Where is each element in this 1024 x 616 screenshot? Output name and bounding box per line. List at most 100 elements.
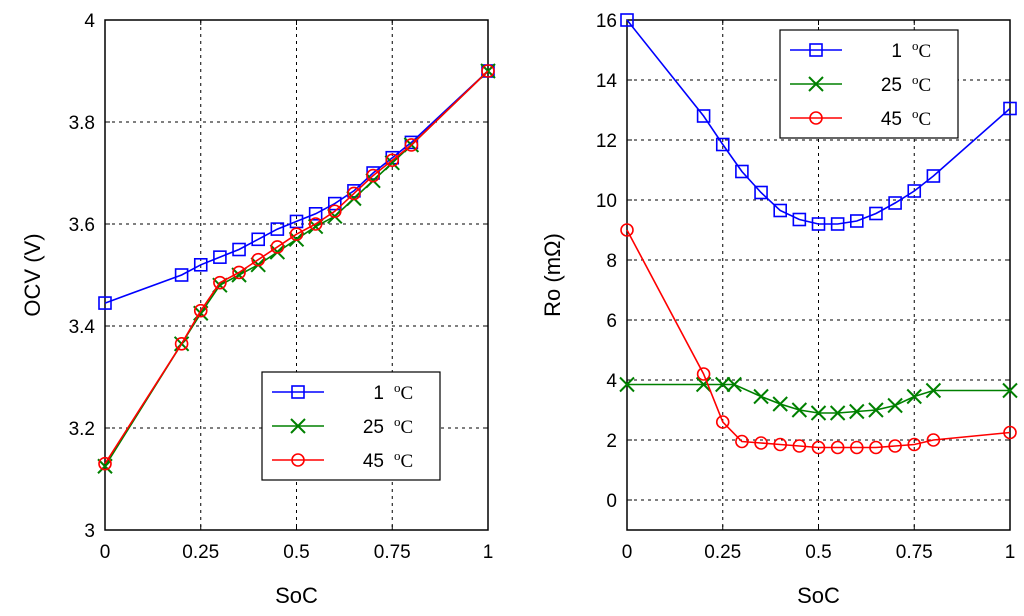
ocv-data-point — [327, 196, 342, 211]
ro-data-point — [772, 396, 788, 412]
ro-data-point — [811, 217, 826, 231]
ocv-data-point — [231, 267, 247, 283]
ro-ytick-label: 2 — [606, 431, 617, 452]
ro-legend-marker — [809, 111, 823, 125]
ro-xtick-label: 0.5 — [805, 542, 831, 563]
ro-data-point — [849, 403, 865, 420]
ocv-ytick-label: 3.2 — [69, 419, 95, 440]
ocv-data-point — [98, 296, 112, 310]
ro-legend-unit: oC — [912, 72, 931, 96]
ro-data-point — [792, 439, 807, 453]
ro-data-point — [754, 436, 768, 450]
ro-data-point — [773, 437, 788, 452]
ocv-data-point — [97, 458, 113, 474]
ro-data-point — [735, 164, 749, 179]
ro-ytick-label: 0 — [606, 491, 617, 512]
ocv-data-point — [288, 231, 305, 248]
ro-data-point — [868, 402, 884, 418]
ocv-data-point — [174, 337, 189, 351]
ocv-xtick-label: 0 — [100, 542, 111, 563]
ro-data-point — [715, 137, 730, 152]
ocv-data-point — [213, 250, 227, 264]
ocv-data-point — [308, 207, 323, 221]
ocv-ytick-label: 4 — [84, 11, 95, 32]
ro-data-point — [1003, 425, 1017, 440]
ocv-data-point — [307, 218, 324, 235]
ocv-data-point — [385, 153, 400, 168]
ocv-data-point — [270, 222, 285, 236]
ro-data-point — [888, 439, 902, 453]
ro-ytick-label: 4 — [606, 371, 617, 392]
ro-data-point — [830, 217, 845, 231]
ro-data-point — [773, 203, 788, 218]
ocv-xtick-label: 0.5 — [283, 542, 309, 563]
ro-data-point — [810, 405, 827, 421]
ro-xlabel: SoC — [797, 583, 840, 608]
ocv-data-point — [270, 240, 285, 254]
ro-data-point — [925, 382, 942, 399]
ocv-data-point — [232, 265, 246, 280]
ro-ytick-label: 14 — [596, 71, 618, 92]
ocv-xtick-label: 0.25 — [182, 542, 219, 563]
ro-data-point — [888, 196, 902, 210]
ocv-data-point — [193, 303, 208, 318]
ocv-ytick-label: 3.4 — [69, 317, 96, 338]
ocv-data-point — [251, 232, 265, 247]
ocv-legend-unit: oC — [394, 380, 413, 404]
ro-data-point — [695, 376, 712, 393]
ro-data-point — [791, 402, 808, 418]
ro-data-point — [906, 388, 922, 405]
ocv-legend-marker — [291, 453, 305, 467]
ocv-data-point — [404, 138, 419, 152]
ro-legend-unit: oC — [912, 106, 931, 130]
ocv-legend-marker — [291, 385, 305, 399]
ocv-legend-label: 25 — [363, 417, 384, 438]
ocv-data-point — [384, 155, 400, 171]
ro-legend-marker — [808, 76, 824, 92]
ro-data-point — [726, 376, 742, 393]
ro-data-point — [1003, 101, 1017, 116]
ro-data-point — [849, 214, 864, 228]
ocv-data-point — [308, 217, 323, 231]
ocv-data-point — [327, 204, 342, 219]
ro-xtick-label: 0.75 — [896, 542, 933, 563]
ro-xtick-label: 0 — [622, 542, 633, 563]
ocv-legend-unit: oC — [394, 414, 413, 438]
ro-data-point — [829, 405, 846, 421]
ro-data-point — [926, 433, 941, 447]
ocv-data-point — [289, 227, 304, 241]
ocv-xtick-label: 1 — [483, 542, 494, 563]
ro-data-point — [1002, 382, 1018, 399]
ocv-data-point — [327, 208, 343, 225]
ocv-ylabel: OCV (V) — [20, 233, 45, 316]
ro-data-point — [907, 437, 922, 452]
ro-legend-label: 25 — [881, 75, 902, 96]
ro-ytick-label: 12 — [596, 131, 617, 152]
ro-legend-unit: oC — [912, 38, 931, 62]
ro-data-point — [926, 169, 941, 183]
ro-xtick-label: 0.25 — [704, 542, 741, 563]
ocv-series-line — [104, 70, 489, 465]
ro-data-point — [869, 440, 883, 455]
ro-legend-label: 1 — [891, 41, 902, 62]
ro-ytick-label: 6 — [606, 311, 617, 332]
ocv-data-point — [269, 244, 286, 260]
ocv-xtick-label: 0.75 — [374, 542, 411, 563]
ocv-data-point — [481, 64, 495, 78]
ocv-legend-marker — [290, 418, 306, 434]
ro-data-point — [715, 415, 730, 429]
ocv-ytick-label: 3 — [84, 521, 95, 542]
ocv-data-point — [251, 252, 266, 267]
ocv-data-point — [346, 190, 362, 207]
ocv-legend-unit: oC — [394, 448, 413, 472]
ro-ytick-label: 16 — [596, 11, 617, 32]
ro-data-point — [887, 397, 903, 414]
ocv-data-point — [193, 257, 208, 272]
ocv-data-point — [366, 168, 380, 183]
ocv-chart: 0 0.25 0.5 0.75 1 3 3.2 3.4 3.6 3.8 4 SoC OCV (V) 1 oC… — [20, 11, 496, 608]
ocv-data-point — [232, 242, 246, 257]
ro-data-point — [811, 440, 826, 455]
ro-legend-label: 45 — [881, 109, 902, 130]
